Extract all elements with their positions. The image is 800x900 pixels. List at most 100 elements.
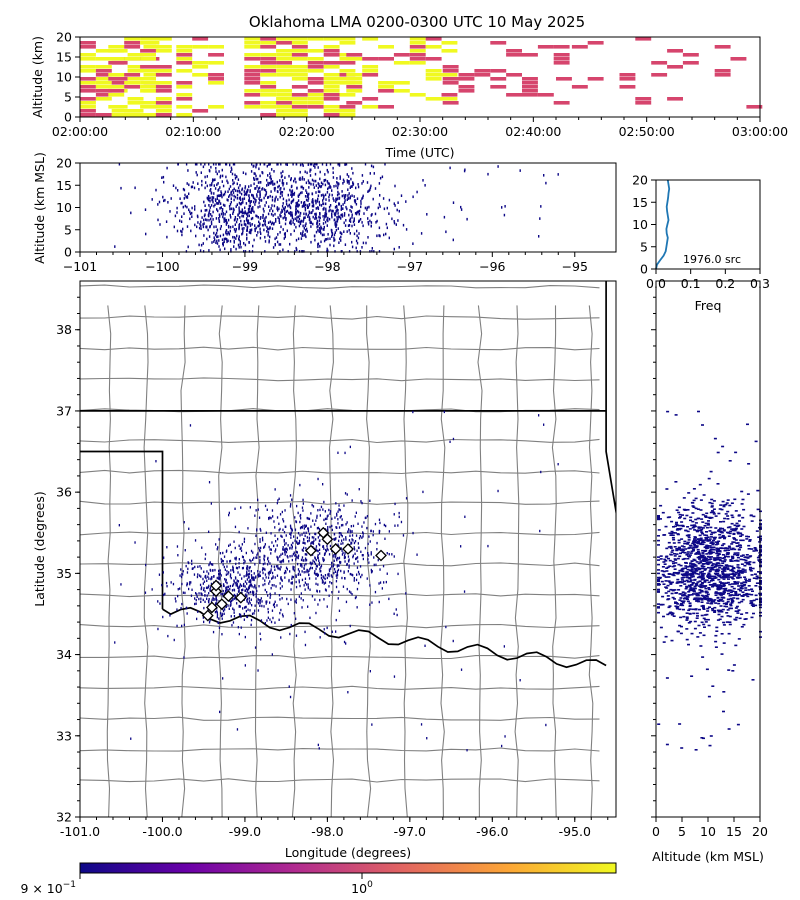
- longitude-altitude-point: [294, 217, 296, 221]
- plan-view-point: [279, 568, 281, 571]
- plan-view-point: [338, 532, 340, 535]
- plan-view-point: [343, 554, 346, 557]
- longitude-altitude-point: [233, 245, 235, 248]
- longitude-altitude-point: [315, 212, 317, 216]
- longitude-altitude-point: [262, 214, 264, 217]
- station-marker: [222, 590, 235, 603]
- plan-view-point: [319, 567, 321, 570]
- longitude-altitude-point: [336, 219, 338, 222]
- longitude-altitude-point: [426, 213, 428, 216]
- plan-view-point: [349, 624, 351, 628]
- longitude-altitude-point: [304, 206, 307, 210]
- altitude-latitude-point: [730, 528, 734, 530]
- plan-view-point: [337, 518, 339, 521]
- longitude-altitude-point: [222, 193, 225, 197]
- plan-view-point: [282, 560, 285, 563]
- plan-view-point: [307, 583, 309, 586]
- altitude-latitude-point: [716, 543, 720, 545]
- plan-view-point: [315, 582, 317, 586]
- altitude-latitude-point: [672, 542, 676, 544]
- longitude-altitude-point: [349, 186, 351, 189]
- longitude-altitude-point: [317, 166, 319, 169]
- plan-view-point: [208, 598, 210, 601]
- altitude-latitude-point: [670, 592, 674, 595]
- longitude-altitude-point: [238, 206, 240, 209]
- longitude-altitude-point: [219, 248, 221, 252]
- longitude-altitude-point: [208, 212, 210, 216]
- longitude-altitude-point: [257, 177, 259, 181]
- plan-view-point: [226, 560, 228, 563]
- time-altitude-cell: [155, 113, 172, 117]
- longitude-altitude-point: [460, 208, 463, 211]
- altitude-latitude-point: [683, 583, 687, 585]
- altitude-latitude-point: [739, 546, 743, 549]
- plan-view-point: [305, 558, 308, 562]
- longitude-altitude-point: [256, 195, 258, 198]
- time-altitude-cell: [571, 45, 588, 49]
- plan-view-point: [381, 587, 383, 590]
- plan-view-point: [195, 592, 197, 595]
- altitude-latitude-point: [710, 498, 714, 501]
- longitude-altitude-point: [334, 223, 336, 227]
- plan-view-point: [242, 566, 244, 570]
- plan-view-point: [382, 564, 385, 568]
- plan-view-point: [272, 515, 274, 518]
- time-altitude-cell: [553, 61, 570, 65]
- longitude-altitude-point: [309, 162, 312, 166]
- longitude-tick-label: −96: [479, 259, 505, 274]
- plan-view-point: [317, 603, 319, 606]
- longitude-altitude-point: [224, 247, 226, 251]
- altitude-latitude-point: [746, 493, 750, 495]
- time-altitude-cell: [378, 105, 394, 109]
- altitude-latitude-point: [723, 560, 727, 563]
- altitude-latitude-point: [754, 604, 758, 607]
- plan-view-point: [422, 490, 424, 494]
- altitude-latitude-point: [669, 554, 673, 556]
- longitude-altitude-point: [204, 204, 206, 207]
- longitude-altitude-point: [182, 227, 184, 231]
- altitude-tick-label: 10: [56, 70, 72, 85]
- plan-view-point: [325, 548, 327, 552]
- county-line: [254, 305, 260, 817]
- plan-view-point: [145, 563, 147, 567]
- plan-view-point: [274, 621, 276, 624]
- altitude-latitude-point: [657, 584, 660, 586]
- longitude-altitude-point: [253, 238, 255, 242]
- plan-view-point: [326, 544, 328, 548]
- plan-view-point: [360, 500, 362, 503]
- longitude-altitude-point: [331, 233, 333, 236]
- longitude-altitude-point: [248, 241, 250, 244]
- longitude-altitude-point: [332, 197, 334, 200]
- altitude-latitude-point: [735, 559, 739, 562]
- plan-view-point: [293, 569, 296, 572]
- altitude-latitude-point: [705, 579, 709, 581]
- longitude-altitude-point: [248, 197, 251, 200]
- longitude-altitude-point: [317, 190, 320, 193]
- longitude-altitude-point: [295, 202, 297, 205]
- time-altitude-cell: [244, 73, 261, 77]
- longitude-altitude-point: [118, 162, 121, 166]
- altitude-latitude-point: [741, 498, 745, 501]
- plan-view-point: [272, 576, 274, 579]
- plan-view-point: [235, 584, 237, 587]
- plan-view-point: [370, 551, 372, 554]
- altitude-latitude-point: [657, 603, 660, 605]
- plan-view-point: [308, 539, 310, 542]
- plan-view-point: [315, 538, 317, 541]
- time-altitude-cell: [323, 53, 340, 57]
- longitude-altitude-ylabel: Altitude (km MSL): [32, 152, 47, 264]
- time-altitude-cell: [409, 61, 426, 65]
- plan-view-point: [322, 580, 324, 583]
- altitude-latitude-point: [688, 565, 691, 568]
- time-altitude-cell: [425, 45, 442, 49]
- plan-view-point: [295, 634, 298, 637]
- longitude-altitude-point: [220, 212, 223, 216]
- plan-view-point: [262, 562, 264, 566]
- longitude-altitude-point: [298, 177, 301, 181]
- altitude-latitude-point: [684, 565, 688, 567]
- longitude-tick-label: −99: [232, 259, 258, 274]
- plan-view-point: [386, 572, 388, 575]
- plan-view-point: [323, 582, 325, 585]
- longitude-altitude-point: [273, 170, 275, 173]
- longitude-altitude-point: [201, 183, 203, 187]
